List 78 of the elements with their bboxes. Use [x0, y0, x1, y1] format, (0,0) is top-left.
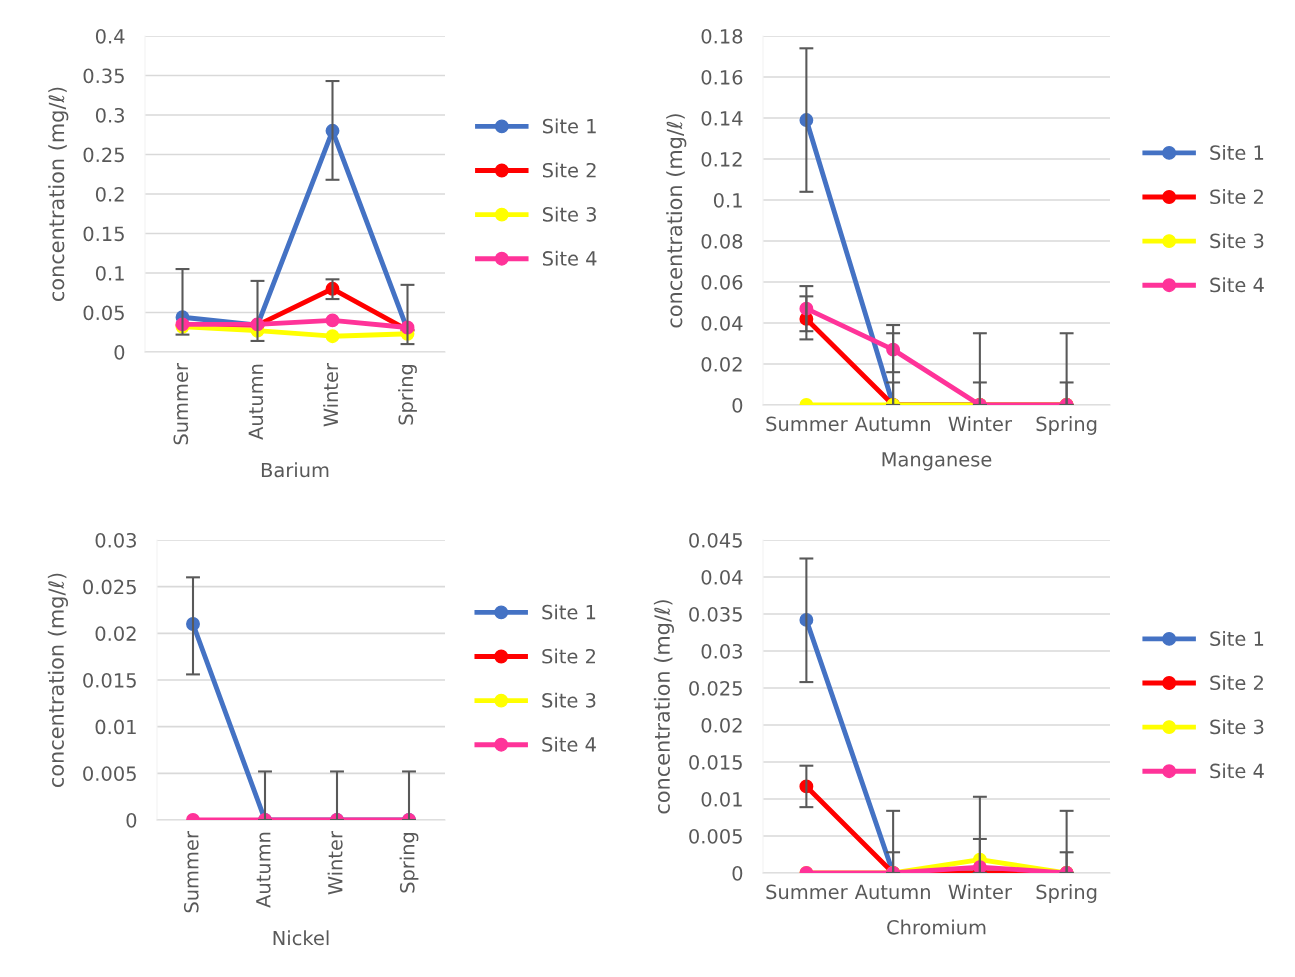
y-tick-label: 0.04 — [701, 569, 743, 585]
y-tick-label: 0.02 — [701, 717, 742, 733]
point — [325, 313, 340, 328]
y-tick-label: 0.02 — [701, 356, 742, 372]
y-tick-label: 0.025 — [83, 579, 136, 595]
y-axis-title: concentration (mg/ℓ) — [48, 87, 69, 302]
x-tick-label: Summer — [183, 831, 199, 913]
y-tick-label: 0.03 — [701, 643, 742, 659]
legend-label: Site 1 — [542, 118, 596, 134]
y-tick-label: 0.005 — [689, 828, 742, 844]
x-axis-title: Nickel — [273, 930, 329, 946]
y-tick-label: 0.015 — [689, 754, 742, 770]
y-tick-label: 0 — [732, 865, 743, 881]
y-tick-label: 0.04 — [701, 315, 743, 331]
x-tick-label: Autumn — [854, 416, 930, 432]
y-tick-label: 0 — [114, 344, 125, 360]
y-axis-title: concentration (mg/ℓ) — [666, 114, 687, 328]
y-tick-label: 0.18 — [701, 28, 743, 44]
x-tick-label: Winter — [327, 831, 343, 895]
y-tick-label: 0.4 — [95, 28, 125, 44]
y-axis-title: concentration (mg/ℓ) — [653, 600, 674, 814]
legend-label: Site 4 — [542, 736, 596, 752]
legend-label: Site 4 — [1210, 277, 1264, 293]
x-axis-title: Barium — [261, 462, 329, 478]
y-tick-label: 0.1 — [713, 192, 742, 208]
y-tick-label: 0.01 — [95, 719, 136, 735]
y-tick-label: 0.06 — [701, 274, 743, 290]
x-tick-label: Winter — [948, 416, 1012, 432]
x-tick-label: Autumn — [854, 884, 930, 900]
legend-label: Site 2 — [542, 648, 595, 664]
y-tick-label: 0 — [126, 812, 137, 828]
y-tick-label: 0.16 — [701, 69, 743, 85]
x-tick-label: Autumn — [248, 364, 264, 440]
x-tick-label: Summer — [766, 884, 848, 900]
x-tick-label: Spring — [1036, 416, 1097, 435]
legend-label: Site 3 — [542, 206, 596, 222]
x-tick-label: Autumn — [256, 832, 271, 908]
legend-label: Site 1 — [1210, 144, 1264, 160]
y-tick-label: 0.15 — [83, 226, 124, 242]
legend-label: Site 3 — [1210, 233, 1264, 249]
y-tick-label: 0.35 — [83, 68, 124, 84]
y-tick-label: 0.1 — [95, 265, 124, 281]
x-tick-label: Winter — [323, 363, 339, 427]
legend-label: Site 1 — [542, 604, 596, 620]
y-tick-label: 0.25 — [83, 147, 124, 163]
y-tick-label: 0 — [732, 397, 743, 413]
legend-label: Site 2 — [542, 162, 596, 178]
y-tick-label: 0.01 — [701, 791, 742, 807]
legend-label: Site 2 — [1210, 675, 1263, 691]
y-tick-label: 0.02 — [95, 626, 136, 641]
x-tick-label: Winter — [948, 884, 1012, 900]
legend-label: Site 4 — [542, 250, 597, 266]
y-tick-label: 0.03 — [95, 532, 136, 548]
legend-label: Site 3 — [542, 692, 596, 708]
y-tick-label: 0.08 — [701, 233, 743, 249]
y-tick-label: 0.2 — [95, 186, 124, 202]
x-tick-label: Spring — [1036, 884, 1097, 903]
y-tick-label: 0.05 — [83, 305, 124, 321]
y-tick-label: 0.3 — [95, 107, 124, 123]
y-tick-label: 0.025 — [689, 680, 742, 696]
y-tick-label: 0.045 — [689, 532, 742, 548]
legend-label: Site 4 — [1210, 763, 1264, 779]
y-tick-label: 0.12 — [701, 151, 742, 167]
legend-label: Site 2 — [1210, 189, 1263, 205]
x-axis-title: Manganese — [882, 452, 992, 471]
y-tick-label: 0.005 — [83, 766, 136, 781]
x-tick-label: Summer — [766, 416, 848, 432]
x-axis-title: Chromium — [887, 919, 986, 935]
y-tick-label: 0.14 — [701, 110, 743, 126]
x-tick-label: Spring — [399, 832, 419, 893]
y-axis-title: concentration (mg/ℓ) — [47, 573, 68, 788]
legend-label: Site 1 — [1210, 630, 1264, 646]
x-tick-label: Summer — [173, 363, 189, 445]
y-tick-label: 0.035 — [689, 606, 742, 622]
point — [325, 329, 340, 344]
x-tick-label: Spring — [398, 364, 417, 425]
legend-label: Site 3 — [1210, 719, 1264, 735]
y-tick-label: 0.015 — [83, 672, 136, 688]
